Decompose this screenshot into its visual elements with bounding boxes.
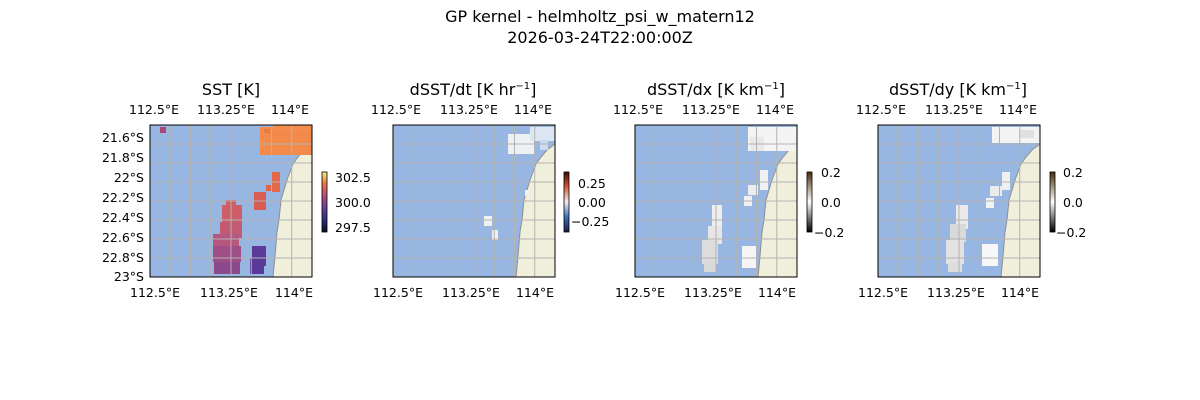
land-area <box>272 143 313 278</box>
bottom-tick-label: 113.25°E <box>200 285 258 300</box>
top-tick-label: 114°E <box>756 102 794 117</box>
top-tick-label: 113.25°E <box>440 102 498 117</box>
colorbar-bar <box>806 171 813 233</box>
lat-tick-label: 22°S <box>114 170 144 185</box>
colorbar-tick-label: 300.0 <box>335 195 371 210</box>
bottom-tick-label: 114°E <box>758 285 796 300</box>
bottom-tick-label: 114°E <box>516 285 554 300</box>
bottom-tick-label: 114°E <box>1001 285 1039 300</box>
colorbar-bar <box>563 171 570 233</box>
top-tick-label: 114°E <box>999 102 1037 117</box>
panel-title: dSST/dx [K km−1] <box>647 80 785 99</box>
map-grid <box>150 125 312 277</box>
map-area <box>392 124 556 278</box>
lat-tick-label: 22.6°S <box>102 230 144 245</box>
bottom-tick-label: 114°E <box>275 285 313 300</box>
colorbar-tick-label: −0.25 <box>571 214 609 229</box>
colorbar-bar <box>1049 171 1056 233</box>
colorbar-tick-label: 0.0 <box>821 195 841 210</box>
map-grid <box>878 125 1040 277</box>
lat-tick-label: 21.8°S <box>102 150 144 165</box>
lat-tick-label: 22.2°S <box>102 190 144 205</box>
top-tick-label: 112.5°E <box>129 102 179 117</box>
colorbar: 0.2 0.0 −0.2 <box>1049 165 1086 240</box>
panel-dsst-dx: dSST/dx [K km−1] 112.5°E 113.25°E 114°E … <box>613 80 844 300</box>
colorbar-tick-label: 297.5 <box>335 220 371 235</box>
bottom-tick-label: 113.25°E <box>442 285 500 300</box>
colorbar-tick-label: 0.2 <box>1063 165 1083 180</box>
colorbar-tick-label: 0.0 <box>1063 195 1083 210</box>
bottom-tick-label: 112.5°E <box>615 285 665 300</box>
lat-tick-label: 23°S <box>114 269 144 284</box>
map-grid <box>635 125 797 277</box>
top-tick-label: 112.5°E <box>613 102 663 117</box>
lat-tick-label: 21.6°S <box>102 130 144 145</box>
colorbar-tick-label: −0.2 <box>814 225 844 240</box>
colorbar-tick-label: 302.5 <box>335 170 371 185</box>
panel-title: SST [K] <box>202 80 260 99</box>
colorbar: 0.25 0.00 −0.25 <box>563 171 609 233</box>
colorbar-tick-label: −0.2 <box>1056 225 1086 240</box>
top-tick-label: 113.25°E <box>925 102 983 117</box>
bottom-tick-label: 113.25°E <box>927 285 985 300</box>
bottom-tick-label: 113.25°E <box>684 285 742 300</box>
colorbar-tick-label: 0.00 <box>578 195 606 210</box>
lat-tick-label: 22.4°S <box>102 210 144 225</box>
colorbar-tick-label: 0.25 <box>578 176 606 191</box>
map-grid <box>393 125 555 277</box>
panel-sst: SST [K] 112.5°E 113.25°E 114°E 112.5°E 1… <box>102 80 371 300</box>
map-area <box>877 124 1041 278</box>
top-tick-label: 112.5°E <box>856 102 906 117</box>
figure-timestamp: 2026-03-24T22:00:00Z <box>507 28 693 47</box>
lat-tick-label: 22.8°S <box>102 250 144 265</box>
top-tick-label: 114°E <box>514 102 552 117</box>
panel-dsst-dt: dSST/dt [K hr−1] 112.5°E 113.25°E 114°E … <box>371 80 609 300</box>
land-area <box>515 143 556 278</box>
bottom-tick-label: 112.5°E <box>858 285 908 300</box>
land-area <box>1000 143 1041 278</box>
map-area <box>634 124 798 278</box>
panel-dsst-dy: dSST/dy [K km−1] 112.5°E 113.25°E 114°E … <box>856 80 1086 300</box>
land-area <box>757 143 798 278</box>
top-tick-label: 113.25°E <box>197 102 255 117</box>
colorbar-bar <box>321 171 328 233</box>
top-tick-label: 112.5°E <box>371 102 421 117</box>
panel-title: dSST/dy [K km−1] <box>889 80 1027 99</box>
panel-title: dSST/dt [K hr−1] <box>410 80 537 99</box>
bottom-tick-label: 112.5°E <box>373 285 423 300</box>
top-tick-label: 113.25°E <box>682 102 740 117</box>
colorbar: 0.2 0.0 −0.2 <box>806 165 844 240</box>
colorbar-tick-label: 0.2 <box>821 165 841 180</box>
colorbar: 302.5 300.0 297.5 <box>321 170 371 235</box>
top-tick-label: 114°E <box>271 102 309 117</box>
map-area <box>149 124 313 278</box>
bottom-tick-label: 112.5°E <box>130 285 180 300</box>
figure-title: GP kernel - helmholtz_psi_w_matern12 <box>445 7 755 27</box>
